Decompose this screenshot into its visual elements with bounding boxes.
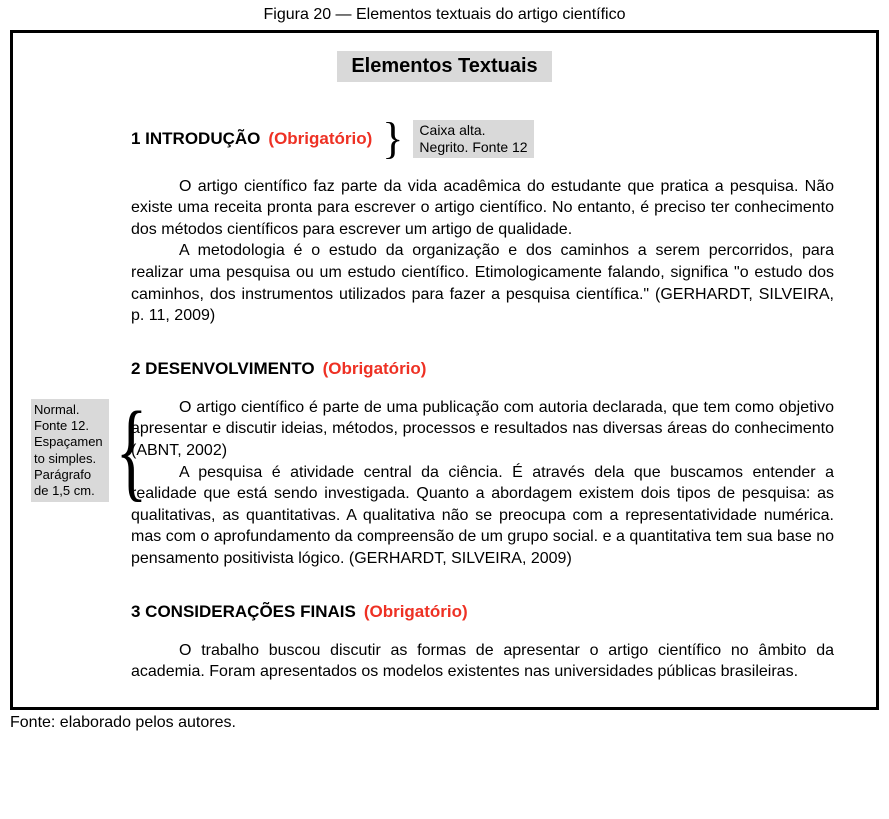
section-consideracoes: 3 CONSIDERAÇÕES FINAIS (Obrigatório) O t… — [131, 602, 834, 683]
heading-dev-tag: (Obrigatório) — [323, 359, 427, 379]
heading-intro-tag: (Obrigatório) — [268, 129, 372, 149]
side-annotation: Normal. Fonte 12. Espaçamen to simples. … — [31, 399, 158, 503]
heading-row-final: 3 CONSIDERAÇÕES FINAIS (Obrigatório) — [131, 602, 834, 622]
heading-dev: 2 DESENVOLVIMENTO — [131, 359, 315, 379]
heading-final: 3 CONSIDERAÇÕES FINAIS — [131, 602, 356, 622]
body-formatting-note: Normal. Fonte 12. Espaçamen to simples. … — [31, 399, 109, 503]
heading-row-intro: 1 INTRODUÇÃO (Obrigatório) } Caixa alta.… — [131, 120, 834, 158]
brace-left-icon: { — [116, 409, 148, 492]
heading-formatting-note: Caixa alta. Negrito. Fonte 12 — [413, 120, 533, 158]
content-area: 1 INTRODUÇÃO (Obrigatório) } Caixa alta.… — [31, 120, 858, 683]
final-paragraph-1: O trabalho buscou discutir as formas de … — [131, 640, 834, 683]
heading-row-dev: 2 DESENVOLVIMENTO (Obrigatório) — [131, 359, 834, 379]
section-introducao: 1 INTRODUÇÃO (Obrigatório) } Caixa alta.… — [131, 120, 834, 327]
intro-paragraph-2: A metodologia é o estudo da organização … — [131, 240, 834, 326]
heading-final-tag: (Obrigatório) — [364, 602, 468, 622]
section-desenvolvimento: 2 DESENVOLVIMENTO (Obrigatório) Normal. … — [131, 359, 834, 570]
dev-paragraph-2: A pesquisa é atividade central da ciênci… — [131, 462, 834, 570]
intro-paragraph-1: O artigo científico faz parte da vida ac… — [131, 176, 834, 241]
page-title: Elementos Textuais — [337, 51, 551, 82]
figure-caption: Figura 20 — Elementos textuais do artigo… — [10, 6, 879, 24]
dev-paragraph-1: O artigo científico é parte de uma publi… — [131, 397, 834, 462]
heading-intro: 1 INTRODUÇÃO — [131, 129, 260, 149]
document-frame: Elementos Textuais 1 INTRODUÇÃO (Obrigat… — [10, 30, 879, 710]
source-line: Fonte: elaborado pelos autores. — [10, 714, 879, 732]
